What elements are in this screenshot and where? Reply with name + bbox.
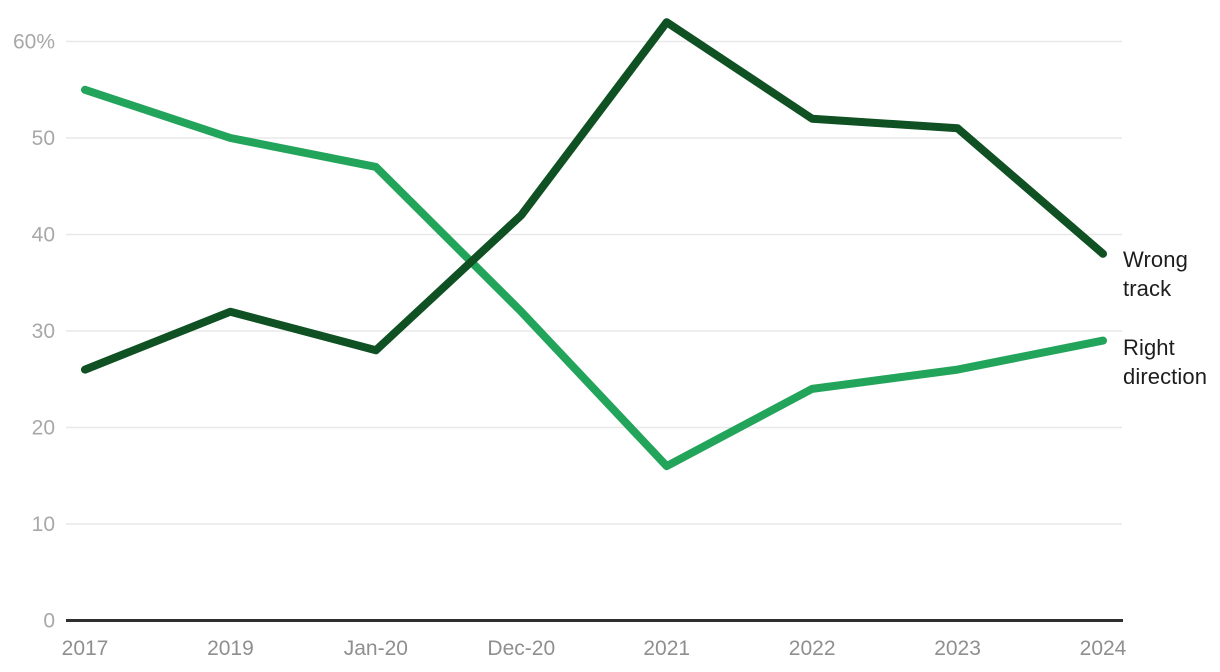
y-tick-label-20: 20 [32, 417, 55, 440]
y-tick-label-10: 10 [32, 513, 55, 536]
y-tick-label-50: 50 [32, 127, 55, 150]
y-tick-label-0: 0 [43, 610, 55, 633]
x-tick-label-2017: 2017 [62, 637, 109, 660]
x-tick-label-2023: 2023 [934, 637, 981, 660]
x-tick-label-Jan-20: Jan-20 [344, 637, 408, 660]
x-tick-label-Dec-20: Dec-20 [487, 637, 555, 660]
x-tick-label-2021: 2021 [643, 637, 690, 660]
y-tick-label-30: 30 [32, 320, 55, 343]
series-line-wrong-track [81, 18, 1107, 374]
series-label-wrong-track: Wrong track [1123, 247, 1188, 301]
x-tick-label-2019: 2019 [207, 637, 254, 660]
series-label-right-direction: Right direction [1123, 335, 1208, 389]
x-tick-label-2022: 2022 [789, 637, 836, 660]
y-tick-label-40: 40 [32, 224, 55, 247]
x-tick-label-2024: 2024 [1080, 637, 1127, 660]
y-tick-label-60: 60% [13, 31, 55, 54]
series-line-right-direction [81, 85, 1107, 471]
